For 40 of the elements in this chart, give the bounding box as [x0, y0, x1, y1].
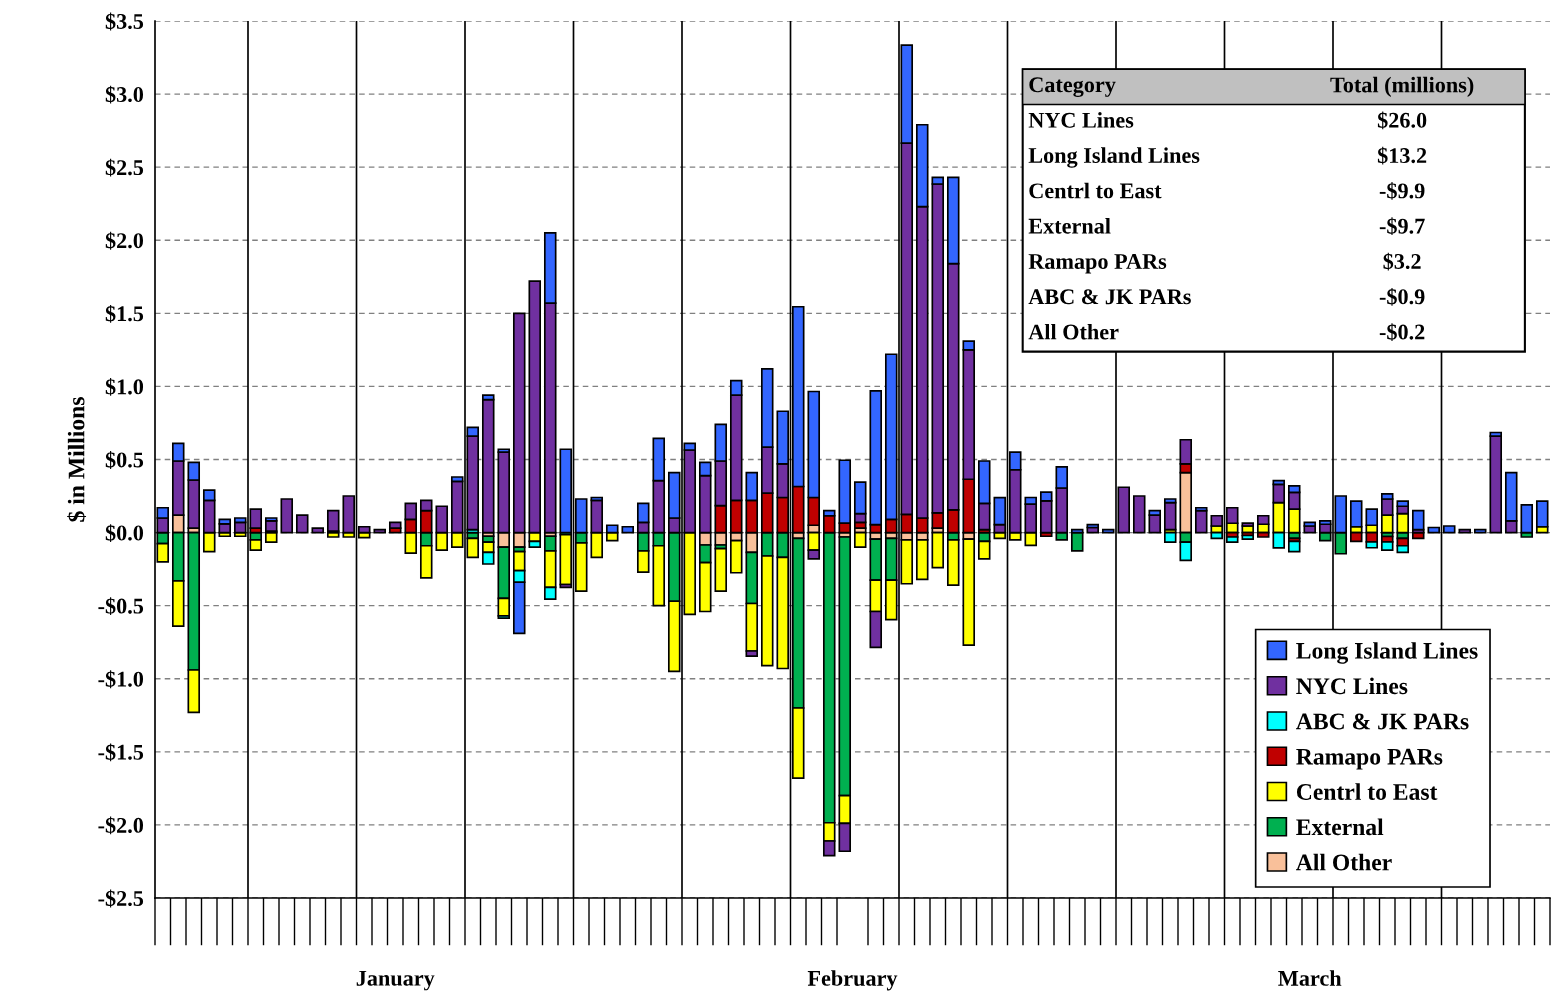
annotation: Long Island Lines	[1028, 147, 1200, 168]
legend-label: Long Island Lines	[1296, 642, 1478, 664]
annotation: Ramapo PARs	[1028, 254, 1167, 274]
y-tick-label: -$1.5	[98, 743, 144, 762]
y-tick-label: $0.0	[105, 524, 144, 542]
y-tick-label: -$2.5	[98, 889, 144, 908]
x-tick-label: February	[807, 970, 898, 991]
annotation: $3.2	[1383, 252, 1421, 271]
y-tick-label: -$0.5	[98, 597, 144, 616]
annotation: ABC & JK PARs	[1028, 289, 1191, 305]
x-tick-label: March	[1278, 970, 1342, 986]
y-tick-label: $3.0	[105, 85, 144, 104]
y-tick-label: $2.0	[105, 231, 144, 250]
y-tick-label: $2.5	[105, 158, 144, 177]
legend-label: NYC Lines	[1296, 677, 1408, 695]
y-tick-label: $1.5	[105, 304, 144, 323]
annotation: -$9.9	[1379, 182, 1425, 200]
y-tick-label: $1.0	[105, 378, 144, 396]
annotation: Centrl to East	[1029, 182, 1162, 199]
annotation: -$0.9	[1379, 287, 1425, 306]
annotation: -$0.2	[1379, 323, 1425, 342]
annotation: $26.0	[1377, 111, 1427, 130]
legend-label: ABC & JK PARs	[1296, 713, 1469, 730]
annotation: NYC Lines	[1028, 112, 1134, 128]
annotation: $13.2	[1377, 146, 1427, 165]
annotation: All Other	[1028, 323, 1119, 340]
annotation: External	[1028, 218, 1111, 234]
annotation: Total (millions)	[1330, 76, 1474, 97]
legend-label: Centrl to East	[1296, 783, 1438, 800]
y-tick-label: $3.5	[105, 12, 144, 31]
legend-label: External	[1296, 818, 1384, 836]
x-tick-label: January	[356, 971, 435, 991]
y-tick-label: $0.5	[105, 451, 144, 469]
legend-label: Ramapo PARs	[1296, 748, 1443, 770]
annotation: Category	[1029, 77, 1116, 97]
y-tick-label: -$2.0	[98, 816, 144, 835]
y-axis-title: $ in Millions	[67, 397, 87, 522]
legend-label: All Other	[1296, 853, 1392, 871]
y-tick-label: -$1.0	[98, 670, 144, 689]
annotation: -$9.7	[1379, 217, 1425, 236]
